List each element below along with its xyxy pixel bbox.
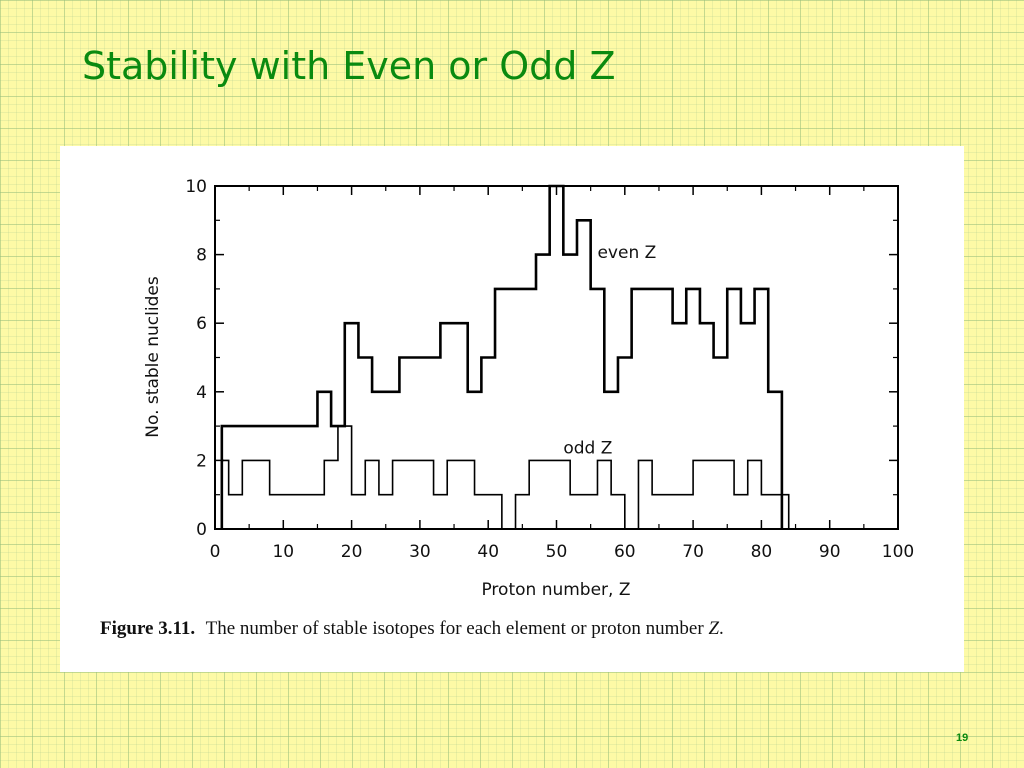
page-number: 19: [956, 732, 969, 744]
y-axis-label: No. stable nuclides: [143, 276, 163, 438]
x-tick-label: 40: [477, 542, 499, 562]
x-tick-label: 60: [614, 542, 636, 562]
caption-text: The number of stable isotopes for each e…: [205, 618, 704, 639]
tick-labels: 0 10 20 30 40 50 60 70 80 90 100 0 2 4 6 8 10: [185, 177, 914, 562]
caption-label: Figure 3.11.: [100, 618, 196, 639]
series-label-even-z: even Z: [597, 243, 656, 263]
series-label-odd-z: odd Z: [563, 439, 612, 459]
y-tick-label: 0: [196, 520, 207, 540]
series-labels: even Z odd Z: [563, 243, 656, 459]
figure-panel: 0 10 20 30 40 50 60 70 80 90 100 0 2 4 6 8 10 even Z odd …: [60, 146, 964, 672]
x-tick-label: 70: [682, 542, 704, 562]
x-tick-label: 20: [341, 542, 363, 562]
axis-ticks: [214, 185, 899, 530]
y-tick-label: 4: [196, 383, 207, 403]
caption-end: .: [719, 618, 724, 639]
y-tick-label: 6: [196, 314, 207, 334]
x-tick-label: 90: [819, 542, 841, 562]
caption-variable: Z: [708, 618, 720, 639]
x-tick-label: 100: [882, 542, 914, 562]
x-tick-label: 80: [751, 542, 773, 562]
x-tick-label: 50: [546, 542, 568, 562]
x-axis-label: Proton number, Z: [481, 580, 630, 600]
y-tick-label: 10: [185, 177, 207, 197]
x-tick-label: 10: [272, 542, 294, 562]
x-tick-label: 0: [210, 542, 221, 562]
chart: 0 10 20 30 40 50 60 70 80 90 100 0 2 4 6 8 10 even Z odd …: [143, 177, 914, 600]
series-line-odd-z: [221, 425, 790, 530]
series-layer: [220, 184, 790, 530]
y-tick-label: 2: [196, 451, 207, 471]
x-tick-label: 30: [409, 542, 431, 562]
series-line-even-z: [220, 184, 784, 529]
slide-title: Stability with Even or Odd Z: [82, 44, 616, 88]
y-tick-label: 8: [196, 246, 207, 266]
plot-frame: [214, 185, 899, 530]
figure-caption: Figure 3.11. The number of stable isotop…: [100, 618, 724, 640]
